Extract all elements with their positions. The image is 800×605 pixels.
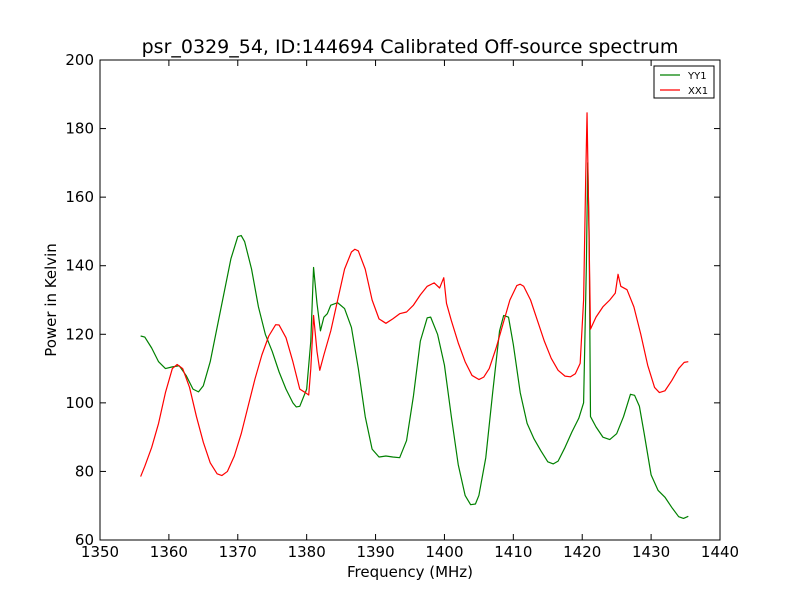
y-tick-label: 180 (65, 120, 94, 138)
x-tick-label: 1390 (356, 543, 394, 561)
y-tick-label: 100 (65, 394, 94, 412)
y-tick-label: 160 (65, 188, 94, 206)
plot-frame (99, 59, 721, 541)
x-tick-label: 1380 (288, 543, 326, 561)
x-tick-label: 1410 (494, 543, 532, 561)
y-axis-label: Power in Kelvin (42, 243, 60, 357)
y-tick-label: 60 (75, 531, 94, 549)
x-tick-label: 1360 (150, 543, 188, 561)
axes-ticks-group: 1350 1360 1370 1380 1390 1400 1410 1420 1430 1440… (65, 51, 739, 561)
y-tick-label: 140 (65, 257, 94, 275)
series-line-yy1 (140, 162, 689, 519)
x-tick-label: 1430 (632, 543, 670, 561)
x-tick-label: 1370 (219, 543, 257, 561)
chart-title: psr_0329_54, ID:144694 Calibrated Off-so… (142, 36, 679, 58)
series-line-xx1 (140, 112, 689, 477)
plot-series-group (140, 112, 689, 519)
legend-box (653, 65, 715, 99)
y-tick-label: 120 (65, 325, 94, 343)
x-axis-label: Frequency (MHz) (347, 563, 473, 581)
y-tick-label: 200 (65, 51, 94, 69)
legend-label-xx1: XX1 (688, 86, 708, 97)
x-tick-label: 1350 (81, 543, 119, 561)
y-tick-label: 80 (75, 462, 94, 480)
x-tick-label: 1440 (701, 543, 739, 561)
legend-label-yy1: YY1 (687, 71, 707, 82)
x-tick-label: 1420 (563, 543, 601, 561)
x-tick-label: 1400 (425, 543, 463, 561)
